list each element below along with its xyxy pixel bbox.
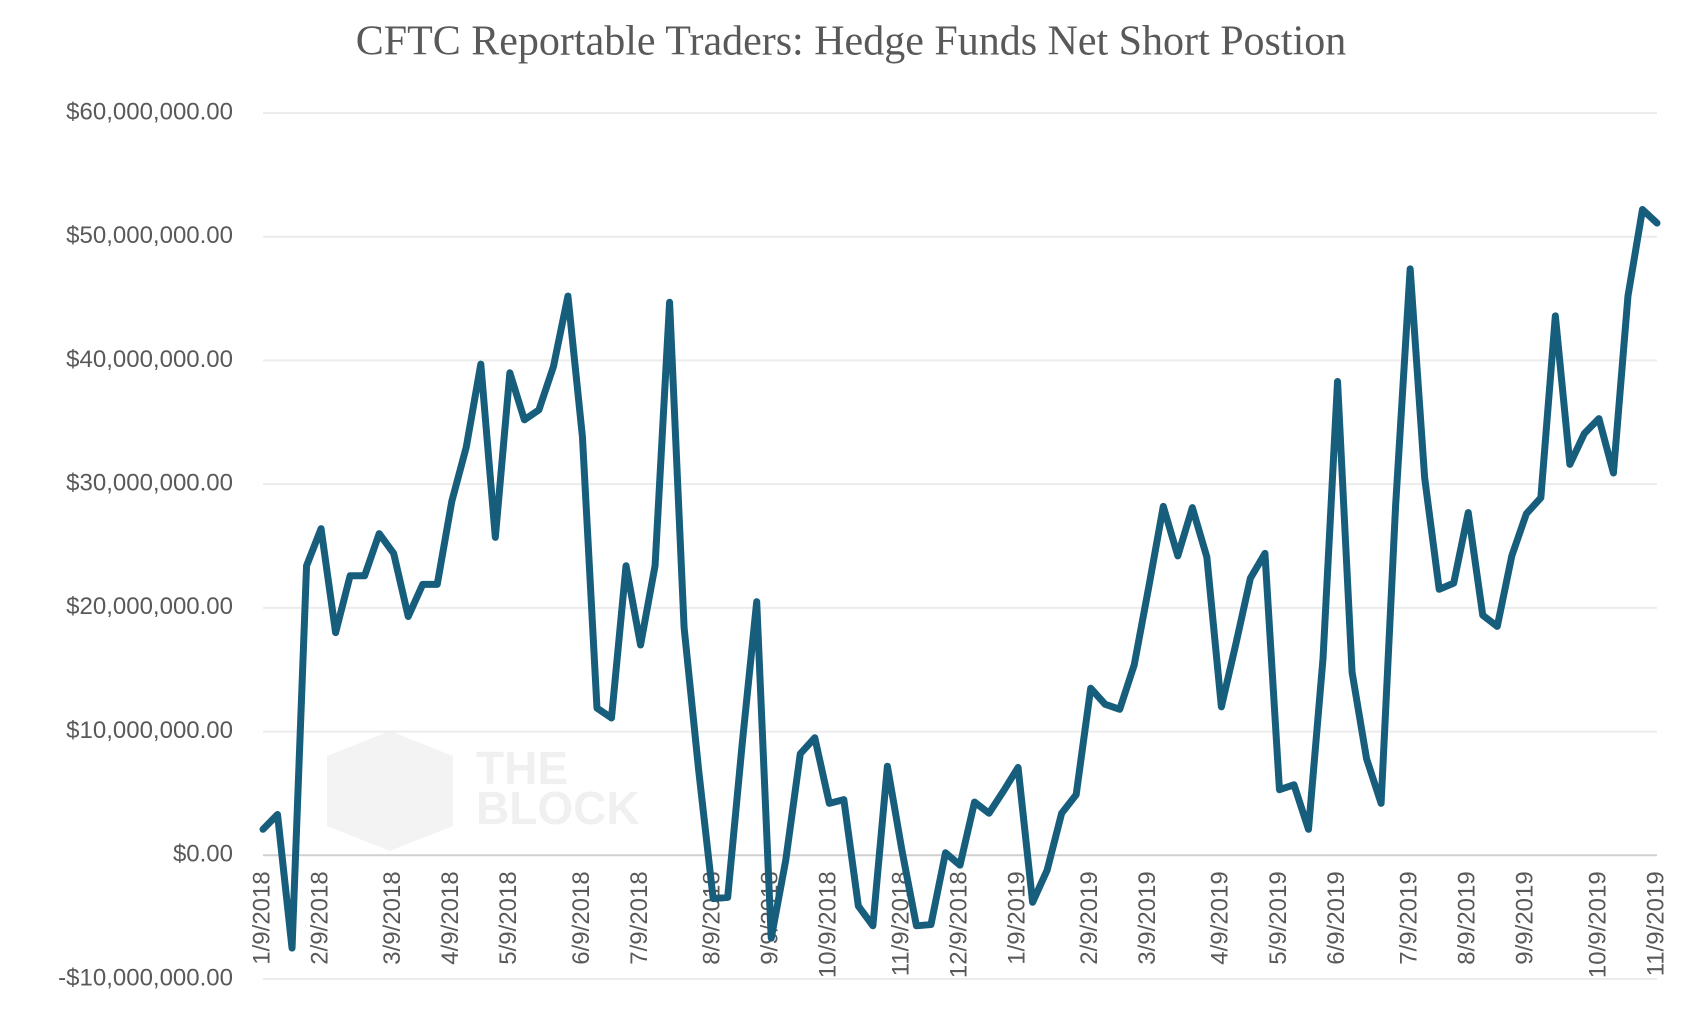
- x-tick-label: 7/9/2018: [626, 871, 653, 964]
- y-tick-label: $40,000,000.00: [66, 346, 233, 373]
- y-tick-label: $30,000,000.00: [66, 469, 233, 496]
- data-line: [259, 206, 1661, 952]
- x-tick-label: 6/9/2019: [1323, 871, 1350, 964]
- x-tick-label: 11/9/2019: [1642, 871, 1669, 976]
- x-tick-label: 8/9/2019: [1454, 871, 1481, 964]
- x-tick-label: 1/9/2018: [248, 871, 275, 964]
- x-tick-label: 3/9/2019: [1134, 871, 1161, 964]
- watermark-text: BLOCK: [476, 782, 640, 834]
- x-tick-label: 5/9/2019: [1265, 871, 1292, 964]
- x-tick-label: 6/9/2018: [568, 871, 595, 964]
- watermark: THE BLOCK: [327, 731, 640, 851]
- y-tick-label: $50,000,000.00: [66, 222, 233, 249]
- x-tick-label: 2/9/2018: [306, 871, 333, 964]
- x-tick-label: 12/9/2018: [945, 871, 972, 978]
- y-tick-label: $0.00: [173, 841, 233, 868]
- x-tick-label: 4/9/2019: [1207, 871, 1234, 964]
- y-tick-label: -$10,000,000.00: [58, 964, 233, 991]
- x-tick-label: 9/9/2019: [1512, 871, 1539, 964]
- x-tick-label: 5/9/2018: [495, 871, 522, 964]
- x-tick-label: 3/9/2018: [379, 871, 406, 964]
- y-tick-label: $10,000,000.00: [66, 717, 233, 744]
- x-tick-label: 7/9/2019: [1395, 871, 1422, 964]
- x-tick-label: 10/9/2019: [1584, 871, 1611, 978]
- y-tick-label: $20,000,000.00: [66, 593, 233, 620]
- x-tick-label: 4/9/2018: [437, 871, 464, 964]
- x-tick-label: 1/9/2019: [1003, 871, 1030, 964]
- x-tick-label: 2/9/2019: [1076, 871, 1103, 964]
- chart-title: CFTC Reportable Traders: Hedge Funds Net…: [356, 19, 1347, 65]
- watermark-logo: [327, 731, 453, 851]
- watermark-text: THE: [476, 742, 568, 794]
- x-tick-label: 10/9/2018: [815, 871, 842, 978]
- y-tick-label: $60,000,000.00: [66, 98, 233, 125]
